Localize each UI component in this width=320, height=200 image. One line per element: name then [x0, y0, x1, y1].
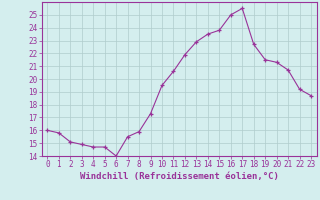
X-axis label: Windchill (Refroidissement éolien,°C): Windchill (Refroidissement éolien,°C) — [80, 172, 279, 181]
